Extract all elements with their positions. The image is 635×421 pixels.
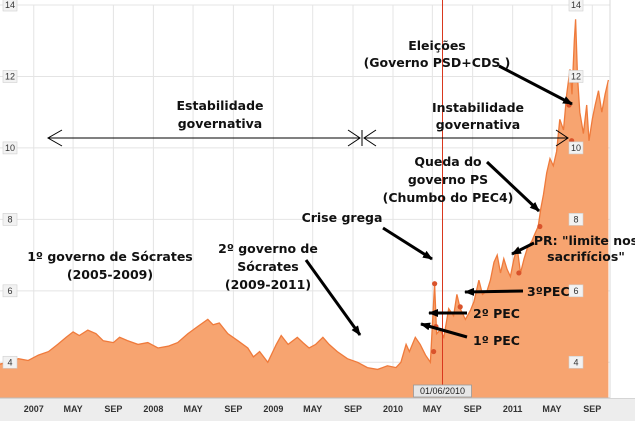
y-tick-label-left: 8: [7, 214, 12, 224]
elections-arrow: [498, 64, 573, 106]
cursor-date-box: [413, 384, 472, 398]
y-tick-label-left: 10: [5, 143, 15, 153]
y-tick-badge-left: [2, 141, 18, 155]
x-tick-label: MAY: [64, 404, 83, 414]
event-marker: [516, 270, 522, 276]
first-gov-label: 1º governo de Sócrates (2005-2009): [27, 249, 193, 282]
instability-span: [363, 129, 569, 147]
stability-label: Estabilidade governativa: [177, 98, 264, 131]
y-tick-badge-right: [568, 0, 584, 12]
x-tick-label: 2010: [383, 404, 403, 414]
x-tick-label: SEP: [464, 404, 482, 414]
instability-label: Instabilidade governativa: [432, 100, 524, 132]
second-gov-arrow: [304, 259, 362, 336]
x-tick-label: 2009: [263, 404, 283, 414]
stability-span: [46, 129, 363, 147]
y-tick-label-right: 4: [573, 357, 578, 367]
y-tick-badge-right: [568, 284, 584, 298]
second-gov-label: 2º governo de Sócrates (2009-2011): [218, 241, 318, 292]
y-tick-label-right: 6: [573, 286, 578, 296]
x-tick-label: MAY: [542, 404, 561, 414]
y-tick-label-left: 4: [7, 357, 12, 367]
y-tick-label-left: 14: [5, 0, 15, 10]
event-marker: [457, 304, 463, 310]
y-tick-label-right: 8: [573, 214, 578, 224]
y-tick-badge-right: [568, 213, 584, 226]
greek-crisis-arrow: [382, 226, 433, 261]
pec3-arrow: [464, 287, 524, 296]
right-margin: [610, 0, 635, 398]
greek-crisis-label: Crise grega: [302, 210, 383, 225]
y-tick-badge-right: [568, 70, 584, 83]
pec2-label: 2º PEC: [473, 306, 520, 321]
x-tick-label: SEP: [104, 404, 122, 414]
event-marker: [537, 223, 543, 230]
area-series: [0, 19, 610, 399]
x-tick-label: 2008: [143, 404, 163, 414]
yield-area: [0, 19, 609, 399]
pec1-label: 1º PEC: [473, 333, 520, 348]
y-tick-label-right: 12: [571, 71, 581, 81]
y-tick-label-right: 10: [571, 143, 581, 153]
y-axis-right: 4 6 8 10 12 14: [568, 0, 584, 369]
x-tick-label: MAY: [423, 404, 442, 414]
annotation-texts: Estabilidade governativa Instabilidade gov…: [27, 38, 635, 348]
annotation-arrows: [304, 64, 573, 339]
date-cursor[interactable]: 01/06/2010: [413, 0, 472, 398]
elections-label: Eleições (Governo PSD+CDS ): [364, 38, 511, 70]
y-tick-badge-left: [2, 0, 18, 12]
x-tick-label: SEP: [344, 404, 362, 414]
x-tick-label: 2011: [503, 404, 523, 414]
x-tick-label: MAY: [183, 404, 202, 414]
y-tick-badge-right: [568, 141, 584, 155]
y-tick-label-right: 14: [571, 0, 581, 10]
pr-limits-arrow: [511, 241, 535, 256]
y-tick-label-left: 6: [7, 286, 12, 296]
pec1-arrow: [420, 322, 468, 339]
pr-limits-label: PR: "limite nos sacrifícios": [534, 233, 635, 264]
cursor-date-label: 01/06/2010: [420, 386, 465, 396]
x-tick-label: SEP: [583, 404, 601, 414]
x-tick-label: MAY: [303, 404, 322, 414]
pec3-label: 3ºPEC: [527, 284, 570, 299]
y-tick-badge-left: [2, 213, 18, 226]
y-axis-left: 4 6 8 10 12 14: [2, 0, 18, 369]
x-axis-band: [0, 398, 635, 421]
x-tick-label: SEP: [224, 404, 242, 414]
ps-fall-label: Queda do governo PS (Chumbo do PEC4): [383, 154, 514, 205]
x-tick-label: 2007: [24, 404, 44, 414]
y-tick-badge-left: [2, 355, 18, 369]
yield-line: [0, 19, 610, 371]
y-tick-badge-left: [2, 70, 18, 83]
y-tick-badge-right: [568, 355, 584, 369]
y-tick-label-left: 12: [5, 71, 15, 81]
event-marker: [432, 281, 438, 287]
ps-fall-arrow: [485, 160, 541, 213]
event-marker: [431, 348, 437, 355]
y-tick-badge-left: [2, 284, 18, 298]
